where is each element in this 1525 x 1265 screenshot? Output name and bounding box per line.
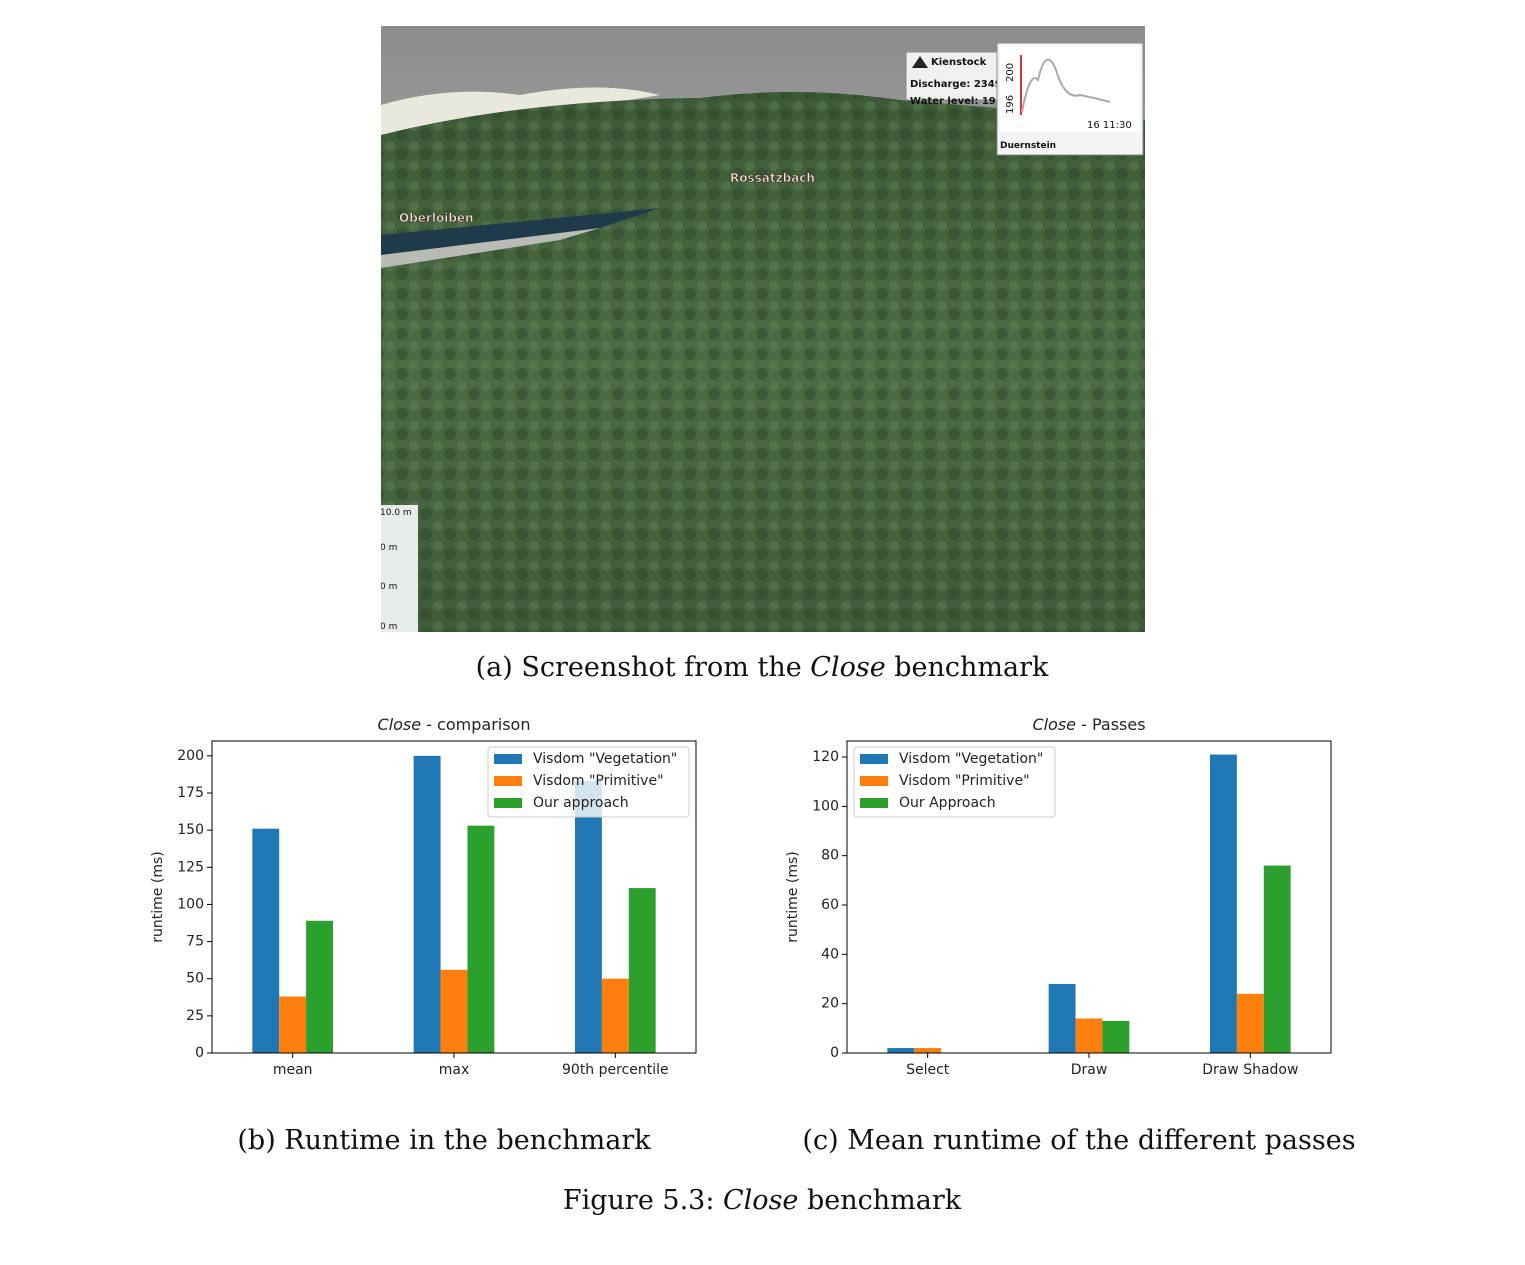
title-text: - comparison xyxy=(421,715,530,734)
bar xyxy=(1263,865,1291,1053)
x-tick-label: 90th percentile xyxy=(562,1062,669,1078)
gauge-level: Water level: 19 xyxy=(910,96,996,107)
bar xyxy=(306,920,333,1053)
bar xyxy=(575,781,602,1053)
gauge-curve xyxy=(1021,58,1111,113)
y-tick-label: 40 xyxy=(821,946,839,962)
legend-label: Our approach xyxy=(533,795,629,811)
gauge-icon xyxy=(912,56,928,68)
y-axis-label: runtime (ms) xyxy=(150,851,166,942)
y-tick-label: 175 xyxy=(177,785,204,801)
bar xyxy=(413,755,441,1053)
legend-swatch xyxy=(494,776,522,786)
y-tick-label: 25 xyxy=(186,1008,204,1024)
gauge-next: Duernstein xyxy=(1000,141,1056,151)
legend-label: Visdom "Vegetation" xyxy=(533,751,677,767)
bar xyxy=(1048,983,1076,1053)
title-em: Close xyxy=(1032,715,1076,734)
y-tick-label: 200 xyxy=(177,748,204,764)
bar xyxy=(440,969,468,1053)
town xyxy=(381,228,600,268)
bar xyxy=(1102,1020,1130,1053)
x-tick-label: Select xyxy=(906,1062,950,1078)
chart-title: Close - Passes xyxy=(1032,715,1145,734)
scale-label: 0 m xyxy=(380,622,397,632)
scale-label: 10.0 m xyxy=(380,508,412,518)
bar xyxy=(1210,754,1237,1053)
gauge-time: 16 11:30 xyxy=(1087,120,1132,131)
legend-swatch xyxy=(860,798,888,808)
y-tick-label: 60 xyxy=(821,897,839,913)
x-tick-label: mean xyxy=(273,1062,313,1078)
caption-b: (b) Runtime in the benchmark xyxy=(237,1125,651,1156)
bar xyxy=(1236,993,1264,1053)
legend-swatch xyxy=(860,754,888,764)
place-label: Oberloiben xyxy=(399,211,474,225)
legend-label: Visdom "Vegetation" xyxy=(899,751,1043,767)
y-tick-label: 150 xyxy=(177,822,204,838)
legend-swatch xyxy=(860,776,888,786)
scale-label: 0 m xyxy=(380,543,397,553)
y-tick-label: 0 xyxy=(195,1045,204,1061)
screenshot: 10.0 m 0 m 0 m 0 m Rossatzbach Oberloibe… xyxy=(380,26,1145,632)
x-tick-label: Draw xyxy=(1071,1062,1108,1078)
x-tick-label: Draw Shadow xyxy=(1202,1062,1298,1078)
y-axis-label: runtime (ms) xyxy=(785,851,801,942)
bar xyxy=(279,996,307,1053)
legend-swatch xyxy=(494,754,522,764)
river xyxy=(381,208,660,255)
y-tick-label: 50 xyxy=(186,971,204,987)
scale-label: 0 m xyxy=(380,582,397,592)
gauge-station: Kienstock xyxy=(931,57,987,68)
bar xyxy=(601,978,629,1053)
chart-title: Close - comparison xyxy=(378,715,531,734)
legend xyxy=(487,746,690,818)
caption-a: (a) Screenshot from the Close benchmark xyxy=(476,652,1049,683)
title-em: Close xyxy=(378,715,422,734)
figure-caption: Figure 5.3: Close benchmark xyxy=(563,1185,962,1216)
gauge-y-high: 200 xyxy=(1005,63,1016,82)
y-tick-label: 100 xyxy=(177,896,204,912)
legend-label: Visdom "Primitive" xyxy=(899,773,1030,789)
title-text: - Passes xyxy=(1076,715,1146,734)
gauge-discharge: Discharge: 2349 xyxy=(910,79,1002,90)
y-tick-label: 80 xyxy=(821,848,839,864)
y-tick-label: 75 xyxy=(186,934,204,950)
scale-panel xyxy=(381,505,418,632)
bar xyxy=(467,825,495,1053)
legend xyxy=(853,746,1056,818)
place-label: Rossatzbach xyxy=(730,171,815,185)
plot-frame xyxy=(211,740,697,1054)
y-tick-label: 0 xyxy=(830,1045,839,1061)
x-tick-label: max xyxy=(439,1062,470,1078)
y-tick-label: 125 xyxy=(177,859,204,875)
bar xyxy=(887,1048,915,1053)
legend-label: Our Approach xyxy=(899,795,996,811)
plot-frame xyxy=(846,740,1332,1054)
caption-c: (c) Mean runtime of the different passes xyxy=(802,1125,1355,1156)
y-tick-label: 120 xyxy=(812,749,839,765)
bar xyxy=(252,828,280,1053)
legend-label: Visdom "Primitive" xyxy=(533,773,664,789)
y-tick-label: 20 xyxy=(821,996,839,1012)
bar xyxy=(628,888,656,1053)
bar xyxy=(914,1048,942,1053)
bar xyxy=(1075,1018,1103,1053)
legend-swatch xyxy=(494,798,522,808)
gauge-y-low: 196 xyxy=(1005,95,1016,114)
y-tick-label: 100 xyxy=(812,798,839,814)
gauge-chart xyxy=(1000,46,1140,132)
